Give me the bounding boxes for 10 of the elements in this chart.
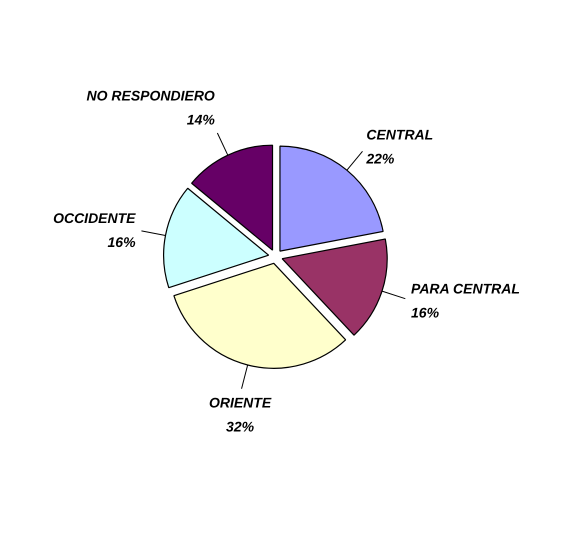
slice-label: NO RESPONDIERO: [86, 88, 215, 104]
slice-label: OCCIDENTE: [53, 210, 136, 226]
slice-label: PARA CENTRAL: [411, 280, 520, 297]
data-label: 32%: [226, 418, 255, 435]
slice-label: CENTRAL: [366, 126, 434, 143]
data-label: 22%: [365, 150, 395, 167]
data-label: 16%: [411, 304, 440, 321]
data-label: 14%: [186, 112, 216, 128]
slice-label: ORIENTE: [208, 394, 272, 411]
data-label: 16%: [108, 234, 136, 250]
